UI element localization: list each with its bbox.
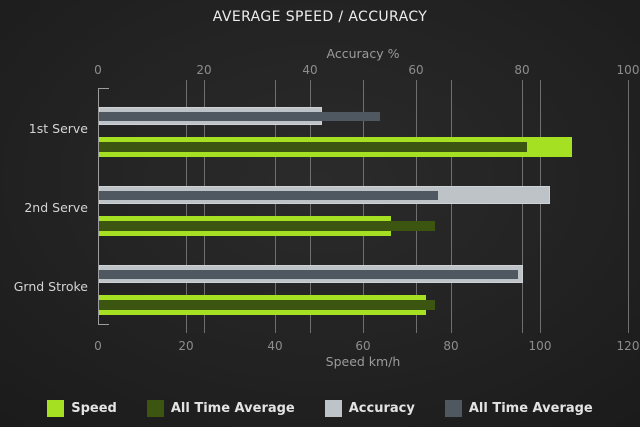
tick-label: 100 — [528, 339, 552, 353]
tick-label: 120 — [616, 339, 640, 353]
bar-speed-average — [99, 300, 435, 310]
speed-swatch — [47, 399, 65, 417]
axis-bottom-cap — [98, 324, 109, 325]
gridline — [628, 80, 629, 333]
tick-label: 80 — [514, 63, 530, 77]
category-label: 2nd Serve — [24, 200, 88, 215]
legend-item-accuracy-all-time-average: All Time Average — [444, 399, 593, 417]
gridline — [540, 80, 541, 333]
top-axis-tick-labels: 0 20 40 60 80 100 — [94, 63, 639, 79]
gridline — [275, 80, 276, 333]
legend-label: Speed — [71, 400, 117, 416]
bar-accuracy-average — [99, 190, 438, 200]
gridline — [363, 80, 364, 333]
tick-label: 20 — [196, 63, 212, 77]
legend-item-speed-all-time-average: All Time Average — [146, 399, 295, 417]
legend-label: All Time Average — [468, 400, 593, 416]
bar-accuracy-average — [99, 111, 380, 121]
bar-accuracy-average — [99, 269, 518, 279]
tick-label: 60 — [355, 339, 371, 353]
y-axis-spine — [98, 88, 99, 325]
gridline — [522, 80, 523, 333]
tick-label: 100 — [616, 63, 640, 77]
accuracy-swatch — [324, 399, 342, 417]
legend-label: All Time Average — [170, 400, 295, 416]
legend-label: Accuracy — [348, 400, 415, 416]
tick-label: 80 — [443, 339, 459, 353]
top-axis-title: Accuracy % — [326, 46, 400, 61]
legend-item-accuracy: Accuracy — [324, 399, 415, 417]
bottom-axis-tick-labels: 0 20 40 60 80 100 120 — [94, 339, 639, 355]
gridline — [204, 80, 205, 333]
tick-label: 20 — [178, 339, 194, 353]
speed-average-swatch — [146, 399, 164, 417]
axis-top-cap — [98, 88, 109, 89]
bar-speed-average — [99, 142, 527, 152]
chart-title: AVERAGE SPEED / ACCURACY — [212, 9, 428, 25]
gridline — [416, 80, 417, 333]
tick-label: 0 — [94, 339, 102, 353]
tick-label: 40 — [267, 339, 283, 353]
category-label: 1st Serve — [28, 121, 88, 136]
legend-item-speed: Speed — [47, 399, 117, 417]
bar-speed-average — [99, 221, 435, 231]
category-label: Grnd Stroke — [13, 279, 88, 294]
gridline — [310, 80, 311, 333]
plot-area — [98, 80, 629, 333]
gridline — [186, 80, 187, 333]
bottom-axis-title: Speed km/h — [325, 354, 401, 369]
chart-legend: Speed All Time Average Accuracy All Time… — [0, 396, 640, 420]
accuracy-average-swatch — [444, 399, 462, 417]
gridline — [451, 80, 452, 333]
tick-label: 60 — [408, 63, 424, 77]
tick-label: 0 — [94, 63, 102, 77]
tick-label: 40 — [302, 63, 318, 77]
